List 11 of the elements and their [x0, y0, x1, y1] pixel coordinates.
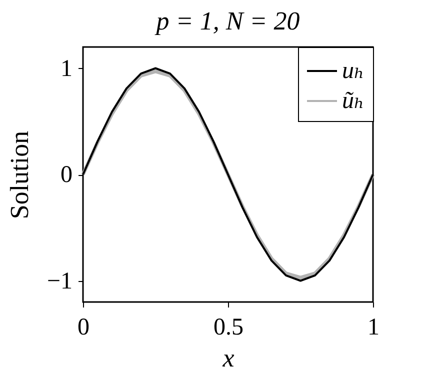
x-tick-label: 0.5 — [214, 314, 244, 340]
chart-title: p = 1, N = 20 — [154, 6, 300, 36]
x-axis-title: x — [222, 344, 235, 372]
legend-label: ũₕ — [342, 88, 364, 114]
y-tick-label: −1 — [46, 268, 72, 294]
x-tick-label: 1 — [368, 314, 380, 340]
y-tick-label: 0 — [60, 162, 72, 188]
legend-label: uₕ — [342, 58, 364, 84]
y-axis-title: Solution — [4, 130, 34, 220]
x-tick-label: 0 — [78, 314, 90, 340]
y-tick-label: 1 — [60, 56, 72, 82]
